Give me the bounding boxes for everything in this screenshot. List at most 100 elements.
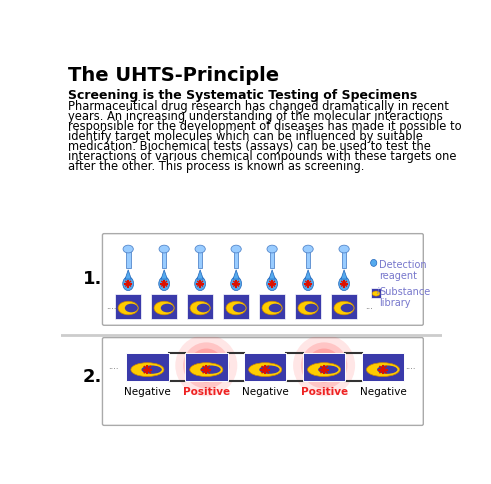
- Ellipse shape: [305, 304, 318, 312]
- Ellipse shape: [226, 301, 246, 315]
- Bar: [342, 249, 347, 268]
- Polygon shape: [341, 270, 347, 279]
- Text: ....: ....: [107, 302, 117, 311]
- Text: Substance
library: Substance library: [379, 287, 431, 308]
- Text: Screening is the Systematic Testing of Specimens: Screening is the Systematic Testing of S…: [68, 89, 417, 102]
- Ellipse shape: [248, 363, 282, 377]
- Bar: [223, 294, 249, 319]
- Ellipse shape: [125, 304, 138, 312]
- Ellipse shape: [341, 304, 354, 312]
- Polygon shape: [233, 270, 239, 279]
- Text: years. An increasing understanding of the molecular interactions: years. An increasing understanding of th…: [68, 110, 442, 123]
- Ellipse shape: [197, 304, 210, 312]
- Circle shape: [195, 355, 217, 376]
- Polygon shape: [269, 270, 275, 279]
- Bar: [331, 294, 357, 319]
- Ellipse shape: [123, 245, 133, 253]
- Ellipse shape: [259, 365, 279, 374]
- Bar: [126, 249, 131, 268]
- Circle shape: [307, 348, 341, 382]
- Ellipse shape: [366, 363, 400, 377]
- Ellipse shape: [159, 277, 169, 290]
- Ellipse shape: [195, 245, 205, 253]
- Ellipse shape: [267, 277, 277, 290]
- Bar: [295, 294, 321, 319]
- Ellipse shape: [118, 301, 138, 315]
- Ellipse shape: [159, 245, 169, 253]
- Ellipse shape: [372, 291, 380, 296]
- Bar: [151, 294, 177, 319]
- Text: ....: ....: [108, 363, 118, 371]
- Bar: [162, 249, 166, 268]
- Text: Detection
reagent: Detection reagent: [379, 260, 427, 281]
- Circle shape: [301, 342, 347, 389]
- Text: identify target molecules which can be influenced by suitable: identify target molecules which can be i…: [68, 131, 422, 143]
- Ellipse shape: [269, 304, 282, 312]
- Polygon shape: [197, 270, 203, 279]
- Bar: [244, 353, 286, 381]
- Text: The UHTS-Principle: The UHTS-Principle: [68, 66, 279, 85]
- Ellipse shape: [339, 277, 350, 290]
- Ellipse shape: [154, 301, 174, 315]
- Ellipse shape: [267, 245, 277, 253]
- Polygon shape: [161, 270, 167, 279]
- Bar: [270, 249, 274, 268]
- Ellipse shape: [195, 277, 206, 290]
- Bar: [126, 353, 168, 381]
- Text: ...: ...: [365, 302, 373, 311]
- Text: Positive: Positive: [300, 387, 348, 397]
- Text: medication. Biochemical tests (assays) can be used to test the: medication. Biochemical tests (assays) c…: [68, 140, 431, 153]
- Ellipse shape: [334, 301, 354, 315]
- Text: 1.: 1.: [83, 271, 103, 288]
- Bar: [234, 249, 239, 268]
- Ellipse shape: [190, 363, 223, 377]
- Circle shape: [189, 348, 223, 382]
- Bar: [371, 287, 382, 298]
- Ellipse shape: [190, 301, 210, 315]
- Bar: [303, 353, 345, 381]
- Bar: [198, 249, 202, 268]
- Text: 2.: 2.: [83, 368, 103, 386]
- Text: Positive: Positive: [183, 387, 230, 397]
- Text: responsible for the development of diseases has made it possible to: responsible for the development of disea…: [68, 121, 461, 134]
- Ellipse shape: [302, 277, 314, 290]
- Ellipse shape: [231, 245, 241, 253]
- Bar: [259, 294, 285, 319]
- Polygon shape: [125, 270, 131, 279]
- Text: Negative: Negative: [124, 387, 171, 397]
- Text: Negative: Negative: [242, 387, 289, 397]
- Circle shape: [313, 355, 335, 376]
- Ellipse shape: [161, 304, 174, 312]
- Ellipse shape: [318, 365, 338, 374]
- Polygon shape: [305, 270, 311, 279]
- Ellipse shape: [131, 363, 164, 377]
- Text: i: i: [377, 287, 379, 296]
- FancyBboxPatch shape: [103, 234, 423, 325]
- Circle shape: [293, 334, 355, 396]
- Ellipse shape: [233, 304, 246, 312]
- Text: after the other. This process is known as screening.: after the other. This process is known a…: [68, 161, 364, 173]
- Bar: [187, 294, 213, 319]
- Text: Negative: Negative: [359, 387, 407, 397]
- Bar: [115, 294, 141, 319]
- Ellipse shape: [262, 301, 282, 315]
- Ellipse shape: [141, 365, 162, 374]
- FancyBboxPatch shape: [103, 338, 423, 425]
- Bar: [306, 249, 310, 268]
- Ellipse shape: [307, 363, 341, 377]
- Ellipse shape: [123, 277, 134, 290]
- Ellipse shape: [339, 245, 349, 253]
- Ellipse shape: [303, 245, 313, 253]
- Circle shape: [175, 334, 237, 396]
- Bar: [185, 353, 227, 381]
- Ellipse shape: [377, 365, 397, 374]
- Text: Pharmaceutical drug research has changed dramatically in recent: Pharmaceutical drug research has changed…: [68, 101, 448, 113]
- Ellipse shape: [371, 259, 377, 266]
- Text: ....: ....: [405, 363, 415, 371]
- Circle shape: [183, 342, 230, 389]
- Bar: [362, 353, 404, 381]
- Text: interactions of various chemical compounds with these targets one: interactions of various chemical compoun…: [68, 151, 456, 164]
- Ellipse shape: [231, 277, 242, 290]
- Ellipse shape: [298, 301, 318, 315]
- Ellipse shape: [200, 365, 221, 374]
